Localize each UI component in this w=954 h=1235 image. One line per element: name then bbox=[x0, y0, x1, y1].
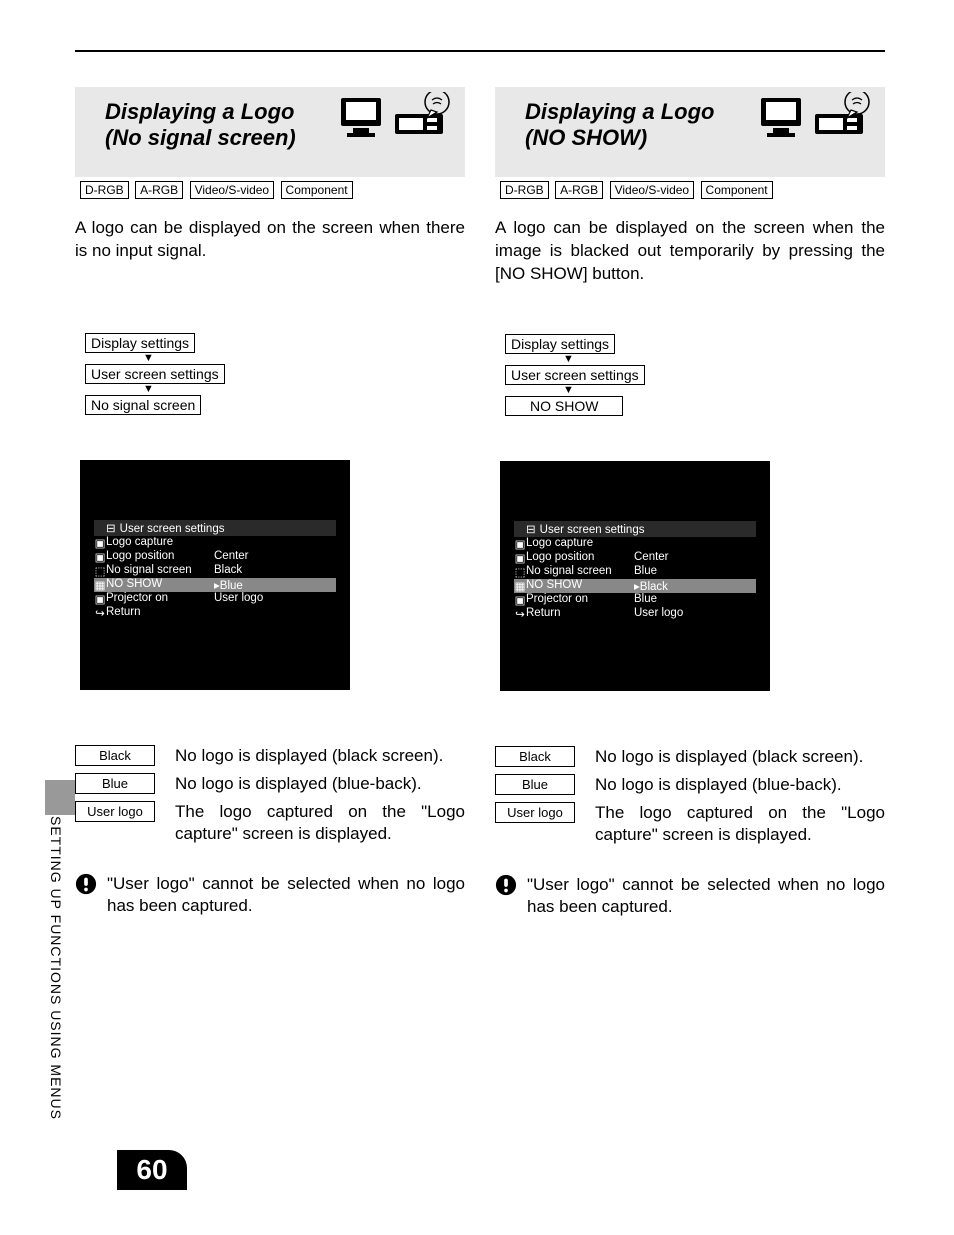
top-rule bbox=[75, 50, 885, 52]
left-osd-screenshot: ⊟User screen settings ▣Logo capture▣Logo… bbox=[80, 460, 350, 690]
option-row: Blue No logo is displayed (blue-back). bbox=[495, 774, 885, 796]
right-tags: D-RGB A-RGB Video/S-video Component bbox=[500, 181, 885, 199]
option-desc: No logo is displayed (blue-back). bbox=[175, 773, 465, 795]
left-header: Displaying a Logo (No signal screen) bbox=[75, 87, 465, 177]
nav-arrow-icon: ▼ bbox=[85, 353, 465, 364]
equipment-icon bbox=[757, 92, 877, 147]
osd-row: ↪Return bbox=[94, 606, 336, 620]
right-note: "User logo" cannot be selected when no l… bbox=[495, 874, 885, 918]
right-column: Displaying a Logo (NO SHOW) D-RGB A-RGB … bbox=[495, 87, 885, 918]
option-tag: Blue bbox=[495, 774, 575, 795]
osd-row: ▣Logo positionCenter bbox=[514, 551, 756, 565]
page-number: 60 bbox=[117, 1150, 187, 1190]
right-nav-flow: Display settings ▼ User screen settings … bbox=[505, 334, 885, 416]
nav-box: Display settings bbox=[85, 333, 195, 353]
left-tags: D-RGB A-RGB Video/S-video Component bbox=[80, 181, 465, 199]
option-desc: No logo is displayed (black screen). bbox=[595, 746, 885, 768]
option-tag: User logo bbox=[495, 802, 575, 823]
osd-row: ↪ReturnUser logo bbox=[514, 607, 756, 621]
tag-component: Component bbox=[701, 181, 773, 199]
left-note-text: "User logo" cannot be selected when no l… bbox=[107, 873, 465, 917]
option-tag: Black bbox=[495, 746, 575, 767]
right-intro: A logo can be displayed on the screen wh… bbox=[495, 217, 885, 286]
tag-drgb: D-RGB bbox=[500, 181, 549, 199]
osd-row: ▦NO SHOW▸Black bbox=[514, 579, 756, 593]
right-header: Displaying a Logo (NO SHOW) bbox=[495, 87, 885, 177]
osd-title: ⊟User screen settings bbox=[94, 520, 336, 536]
osd-row: ⬚No signal screenBlue bbox=[514, 565, 756, 579]
left-title-line2: (No signal screen) bbox=[105, 125, 296, 151]
option-row: User logo The logo captured on the "Logo … bbox=[495, 802, 885, 846]
right-note-text: "User logo" cannot be selected when no l… bbox=[527, 874, 885, 918]
tag-video: Video/S-video bbox=[190, 181, 275, 199]
left-options: Black No logo is displayed (black screen)… bbox=[75, 745, 465, 845]
option-row: Black No logo is displayed (black screen)… bbox=[495, 746, 885, 768]
nav-arrow-icon: ▼ bbox=[85, 384, 465, 395]
option-tag: Black bbox=[75, 745, 155, 766]
option-desc: The logo captured on the "Logo capture" … bbox=[175, 801, 465, 845]
right-title-line1: Displaying a Logo bbox=[525, 99, 714, 125]
tag-component: Component bbox=[281, 181, 353, 199]
osd-row: ▣Logo capture bbox=[514, 537, 756, 551]
right-title-line2: (NO SHOW) bbox=[525, 125, 714, 151]
nav-box: NO SHOW bbox=[505, 396, 623, 416]
option-tag: User logo bbox=[75, 801, 155, 822]
left-column: Displaying a Logo (No signal screen) D-R… bbox=[75, 87, 465, 918]
option-row: Black No logo is displayed (black screen)… bbox=[75, 745, 465, 767]
option-desc: The logo captured on the "Logo capture" … bbox=[595, 802, 885, 846]
osd-row: ▣Logo positionCenter bbox=[94, 550, 336, 564]
side-chapter-label: SETTING UP FUNCTIONS USING MENUS bbox=[48, 816, 64, 1120]
option-tag: Blue bbox=[75, 773, 155, 794]
side-tab bbox=[45, 780, 75, 815]
left-note: "User logo" cannot be selected when no l… bbox=[75, 873, 465, 917]
left-title-line1: Displaying a Logo bbox=[105, 99, 296, 125]
nav-box: User screen settings bbox=[85, 364, 225, 384]
option-desc: No logo is displayed (blue-back). bbox=[595, 774, 885, 796]
right-osd-screenshot: ⊟User screen settings ▣Logo capture▣Logo… bbox=[500, 461, 770, 691]
osd-row: ⬚No signal screenBlack bbox=[94, 564, 336, 578]
tag-argb: A-RGB bbox=[135, 181, 183, 199]
left-intro: A logo can be displayed on the screen wh… bbox=[75, 217, 465, 263]
caution-icon bbox=[495, 874, 517, 896]
left-nav-flow: Display settings ▼ User screen settings … bbox=[85, 333, 465, 415]
equipment-icon bbox=[337, 92, 457, 147]
nav-box: No signal screen bbox=[85, 395, 201, 415]
tag-video: Video/S-video bbox=[610, 181, 695, 199]
nav-arrow-icon: ▼ bbox=[505, 354, 885, 365]
tag-drgb: D-RGB bbox=[80, 181, 129, 199]
osd-row: ▣Logo capture bbox=[94, 536, 336, 550]
osd-title: ⊟User screen settings bbox=[514, 521, 756, 537]
option-row: User logo The logo captured on the "Logo … bbox=[75, 801, 465, 845]
page-content: Displaying a Logo (No signal screen) D-R… bbox=[75, 50, 885, 1190]
tag-argb: A-RGB bbox=[555, 181, 603, 199]
nav-box: Display settings bbox=[505, 334, 615, 354]
nav-arrow-icon: ▼ bbox=[505, 385, 885, 396]
nav-box: User screen settings bbox=[505, 365, 645, 385]
osd-row: ▦NO SHOW▸Blue bbox=[94, 578, 336, 592]
option-row: Blue No logo is displayed (blue-back). bbox=[75, 773, 465, 795]
option-desc: No logo is displayed (black screen). bbox=[175, 745, 465, 767]
right-options: Black No logo is displayed (black screen)… bbox=[495, 746, 885, 846]
caution-icon bbox=[75, 873, 97, 895]
osd-row: ▣Projector onUser logo bbox=[94, 592, 336, 606]
osd-row: ▣Projector onBlue bbox=[514, 593, 756, 607]
